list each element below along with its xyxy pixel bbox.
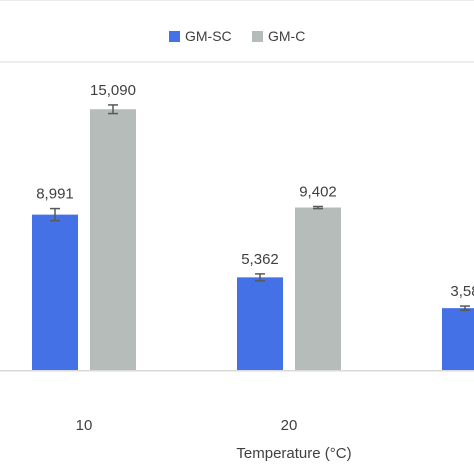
data-label-gm-sc-30: 3,58 xyxy=(450,283,474,300)
data-label-gm-sc-20: 5,362 xyxy=(241,251,279,268)
legend-label-gm-c: GM-C xyxy=(268,28,305,44)
bar-gm-c-10 xyxy=(90,109,136,370)
x-tick-labels: 102030 xyxy=(76,417,298,434)
legend: GM-SC GM-C xyxy=(169,28,305,44)
x-axis-title: Temperature (°C) xyxy=(236,445,351,462)
bar-gm-c-20 xyxy=(295,207,341,370)
legend-swatch-gm-c xyxy=(252,31,263,42)
x-tick-label-10: 10 xyxy=(76,417,93,434)
bar-gm-sc-30 xyxy=(442,308,474,370)
x-tick-label-20: 20 xyxy=(281,417,298,434)
bars-group: 8,991 15,090 5,362 9,402 3,58 xyxy=(32,82,474,370)
bar-gm-sc-10 xyxy=(32,214,78,370)
data-label-gm-c-20: 9,402 xyxy=(299,183,337,200)
bar-gm-sc-20 xyxy=(237,277,283,370)
data-label-gm-c-10: 15,090 xyxy=(90,82,136,99)
data-label-gm-sc-10: 8,991 xyxy=(36,186,74,203)
legend-swatch-gm-sc xyxy=(169,31,180,42)
legend-label-gm-sc: GM-SC xyxy=(185,28,232,44)
